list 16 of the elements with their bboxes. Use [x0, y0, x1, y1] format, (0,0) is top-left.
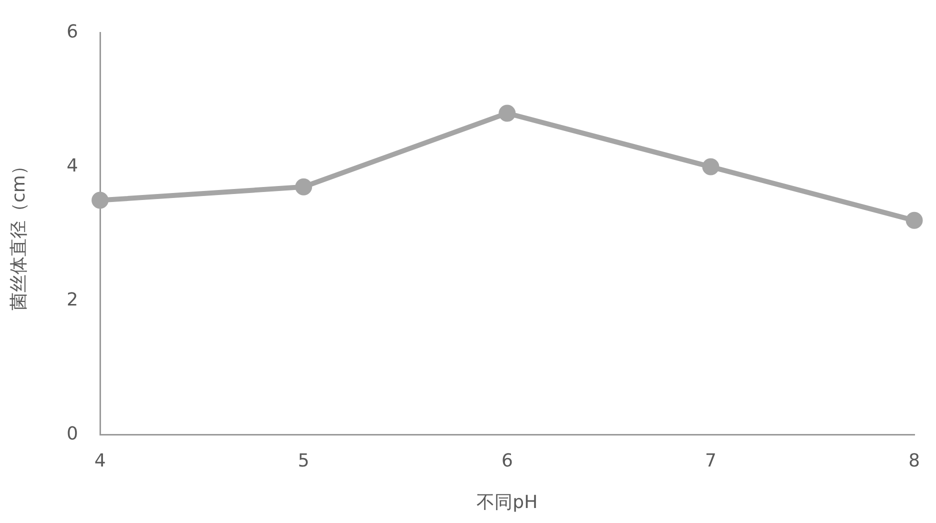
- y-axis-title: 菌丝体直径（cm）: [8, 157, 30, 311]
- x-tick-label: 7: [704, 450, 716, 472]
- point: [92, 192, 109, 209]
- x-axis-title: 不同pH: [476, 492, 538, 513]
- point: [498, 104, 516, 122]
- y-tick-label: 4: [66, 155, 78, 176]
- y-tick-label: 2: [66, 289, 78, 310]
- point: [295, 178, 312, 196]
- x-tick-label: 8: [908, 450, 920, 472]
- y-tick-label: 6: [66, 21, 78, 42]
- point: [702, 158, 720, 176]
- x-tick-label: 6: [501, 450, 513, 472]
- point: [906, 212, 923, 229]
- x-tick-label: 4: [94, 450, 106, 472]
- y-tick-label: 0: [66, 423, 78, 444]
- x-tick-label: 5: [298, 450, 310, 472]
